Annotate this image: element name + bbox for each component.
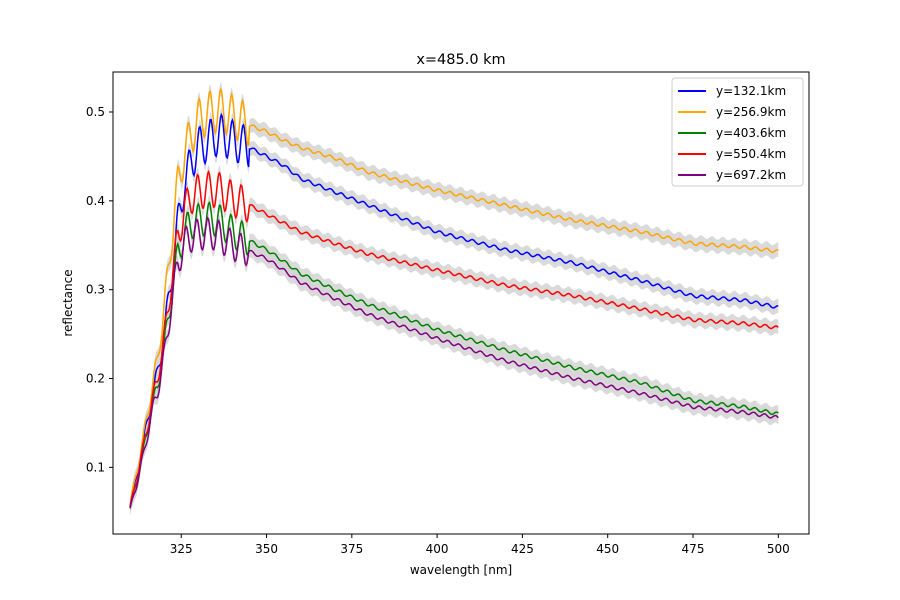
x-tick-label: 500 — [767, 542, 790, 556]
plot-frame — [112, 71, 810, 535]
series-line — [129, 87, 779, 506]
series-line — [129, 169, 779, 507]
y-tick-label: 0.3 — [86, 283, 105, 297]
y-tick-label: 0.1 — [86, 460, 105, 474]
y-tick-label: 0.5 — [86, 105, 105, 119]
legend-label: y=256.9km — [716, 105, 786, 119]
x-tick-label: 425 — [511, 542, 534, 556]
legend-label: y=697.2km — [716, 168, 786, 182]
series-band — [130, 210, 779, 516]
series-line — [129, 112, 779, 508]
plot-area — [129, 82, 779, 516]
x-tick-label: 475 — [682, 542, 705, 556]
legend-label: y=132.1km — [716, 84, 786, 98]
x-tick-label: 450 — [596, 542, 619, 556]
series-line — [129, 216, 779, 509]
legend: y=132.1km y=256.9km y=403.6km y=550.4km y=69… — [671, 77, 804, 187]
legend-label: y=550.4km — [716, 147, 786, 161]
y-axis: 0.1 0.2 0.3 0.4 0.5 — [86, 105, 113, 474]
chart-title: x=485.0 km — [416, 52, 505, 68]
x-tick-label: 325 — [170, 542, 193, 556]
legend-label: y=403.6km — [716, 126, 786, 140]
x-tick-label: 375 — [340, 542, 363, 556]
legend-box — [671, 77, 804, 187]
x-axis: 325 350 375 400 425 450 475 500 — [170, 534, 790, 556]
y-axis-label: reflectance — [61, 269, 75, 336]
y-tick-label: 0.2 — [86, 372, 105, 386]
series-line — [129, 200, 779, 509]
x-tick-label: 400 — [426, 542, 449, 556]
x-tick-label: 350 — [255, 542, 278, 556]
x-axis-label: wavelength [nm] — [410, 563, 512, 577]
y-tick-label: 0.4 — [86, 194, 105, 208]
